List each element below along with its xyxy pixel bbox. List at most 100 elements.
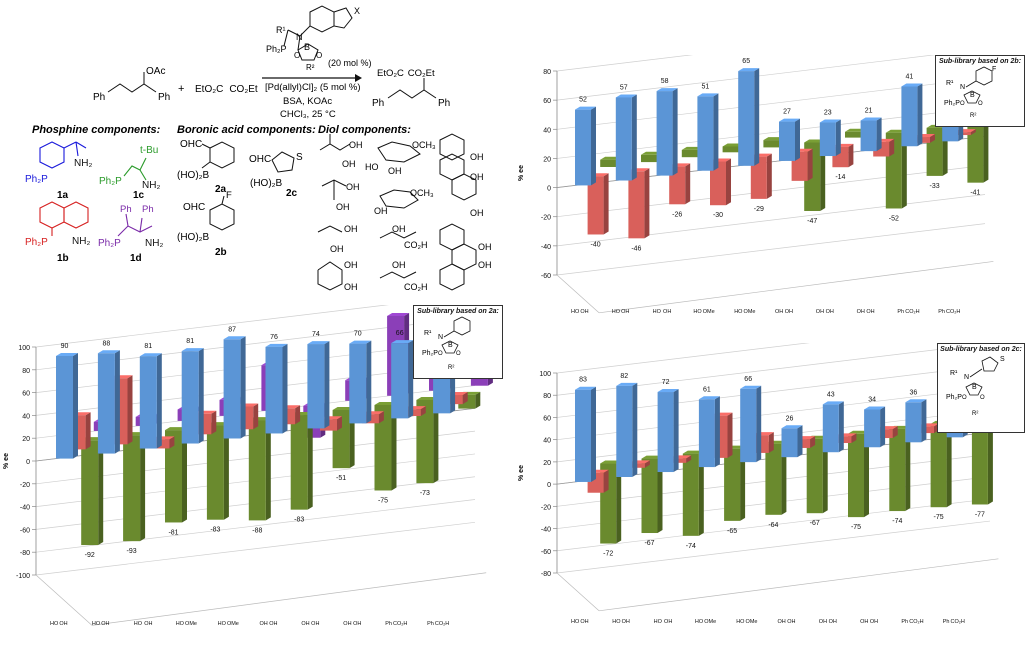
diol-oh-21: OH — [478, 260, 492, 270]
diol-oh-6: OH — [330, 244, 344, 254]
pd-catalyst: [Pd(allyl)Cl]₂ (5 mol %) — [265, 82, 361, 93]
product-ph-right: Ph — [438, 98, 450, 109]
gridline — [32, 521, 476, 576]
diol-oh-4: OH — [336, 202, 350, 212]
y-tick-label: 0 — [547, 482, 551, 489]
product-skeleton — [387, 78, 437, 99]
floor-edge — [556, 274, 600, 314]
floor-edge — [598, 558, 999, 612]
phosphine-1b-label: 1b — [57, 253, 69, 264]
diol-oh-17: OH — [374, 206, 388, 216]
phosphine-1c-label: 1c — [133, 190, 145, 201]
catalyst-loading: (20 mol %) — [328, 58, 372, 68]
category-label: Ph CO₂H — [897, 309, 919, 315]
inset-2c-r2: R² — [972, 411, 978, 417]
diol-oh-8: OH — [344, 282, 358, 292]
bar — [819, 119, 841, 157]
inset-2c-o2: O — [980, 395, 985, 401]
bar — [848, 430, 869, 518]
phosphine-title: Phosphine components: — [32, 124, 161, 136]
bar — [223, 336, 246, 439]
gridline — [553, 19, 986, 72]
boronic-2b-label: 2b — [215, 247, 227, 258]
boronic-2c-b: (HO)₂B — [250, 178, 283, 189]
gridline — [553, 520, 991, 574]
bar — [781, 425, 803, 458]
data-label: -29 — [754, 206, 764, 213]
phosphine-1a-label: 1a — [57, 190, 69, 201]
boronic-title: Boronic acid components: — [177, 124, 316, 136]
chart-2c: -80 -60 -40 -20 0 20 40 60 80 100 % ee 83 82 72 61 66 26… — [515, 320, 1025, 643]
bar — [697, 93, 719, 171]
data-label: -88 — [252, 527, 262, 534]
category-label: Ph CO₂H — [943, 619, 965, 625]
inset-2b-f: F — [992, 66, 996, 73]
category-label: HO OH — [612, 619, 630, 625]
gridline — [553, 223, 986, 276]
bar — [724, 445, 746, 521]
bar — [930, 420, 952, 508]
floor-edge — [35, 574, 93, 626]
data-label: -75 — [934, 514, 944, 521]
bar — [738, 68, 760, 166]
y-axis-label: % ee — [3, 453, 10, 469]
category-label: OH OH — [819, 619, 837, 625]
bar — [97, 350, 120, 454]
chart-2b-svg: -60 -40 -20 0 20 40 60 80 % ee 52 57 58 51 65 27 23 21 41… — [518, 19, 994, 315]
ph-left-text: Ph — [93, 92, 105, 103]
category-label: HO OH — [50, 621, 68, 627]
data-label: 76 — [270, 334, 278, 341]
bar — [616, 382, 638, 477]
category-label: OH OH — [301, 621, 319, 627]
diol-oh-13: OH — [392, 260, 406, 270]
allylic-acetate — [107, 72, 157, 93]
category-label: HO OH — [654, 619, 673, 625]
y-tick-label: 100 — [539, 371, 551, 378]
bar — [248, 417, 271, 521]
data-label: -74 — [892, 518, 902, 525]
bar — [206, 422, 229, 520]
ligand-r1: R¹ — [276, 25, 286, 35]
data-label: 83 — [579, 377, 587, 384]
y-tick-label: -20 — [541, 504, 551, 511]
bar — [165, 427, 187, 523]
category-label: OH OH — [816, 309, 834, 315]
inset-2a-o2: O — [456, 351, 461, 357]
y-tick-label: 0 — [26, 459, 30, 466]
bar — [710, 158, 731, 206]
bar — [698, 396, 720, 468]
category-label: OH OH — [260, 621, 278, 627]
category-label: HO OMe — [736, 619, 757, 625]
y-tick-label: 20 — [543, 156, 551, 163]
y-tick-label: 80 — [543, 393, 551, 400]
data-label: -14 — [835, 174, 845, 181]
y-tick-label: 20 — [22, 436, 30, 443]
category-label: HO OH — [653, 309, 672, 315]
diol-co2h-14: CO₂H — [404, 282, 428, 292]
inset-2b-title: Sub-library based on 2b: — [938, 58, 1022, 65]
product-ph-left: Ph — [372, 98, 384, 109]
ligand-ph2p: Ph₂P — [266, 44, 287, 54]
ligand-b: B — [304, 42, 310, 52]
category-label: HO OH — [134, 621, 153, 627]
boronic-2b-cho: OHC — [183, 202, 205, 213]
data-label: -41 — [970, 190, 980, 197]
diol-ho-9: HO — [365, 162, 379, 172]
y-tick-label: 100 — [18, 345, 30, 352]
diol-oh-10: OH — [388, 166, 402, 176]
boronic-2a-cho: OHC — [180, 139, 202, 150]
arrow-head — [355, 74, 362, 82]
inset-2c-n: N — [964, 374, 969, 381]
inset-2c: Sub-library based on 2c: S N R¹ B O O Ph… — [937, 343, 1025, 433]
data-label: -74 — [686, 543, 696, 550]
data-label: -72 — [603, 551, 613, 558]
category-label: OH OH — [857, 309, 875, 315]
boronic-2b-b: (HO)₂B — [177, 232, 210, 243]
diol-structures — [317, 133, 477, 291]
solvent-text: CHCl₃, 25 °C — [280, 109, 336, 120]
y-tick-label: 20 — [543, 460, 551, 467]
data-label: -75 — [378, 497, 388, 504]
phosphine-1a-nh2: NH₂ — [74, 158, 92, 169]
data-label: -83 — [210, 527, 220, 534]
phosphine-1c-tbu: t-Bu — [140, 145, 158, 156]
